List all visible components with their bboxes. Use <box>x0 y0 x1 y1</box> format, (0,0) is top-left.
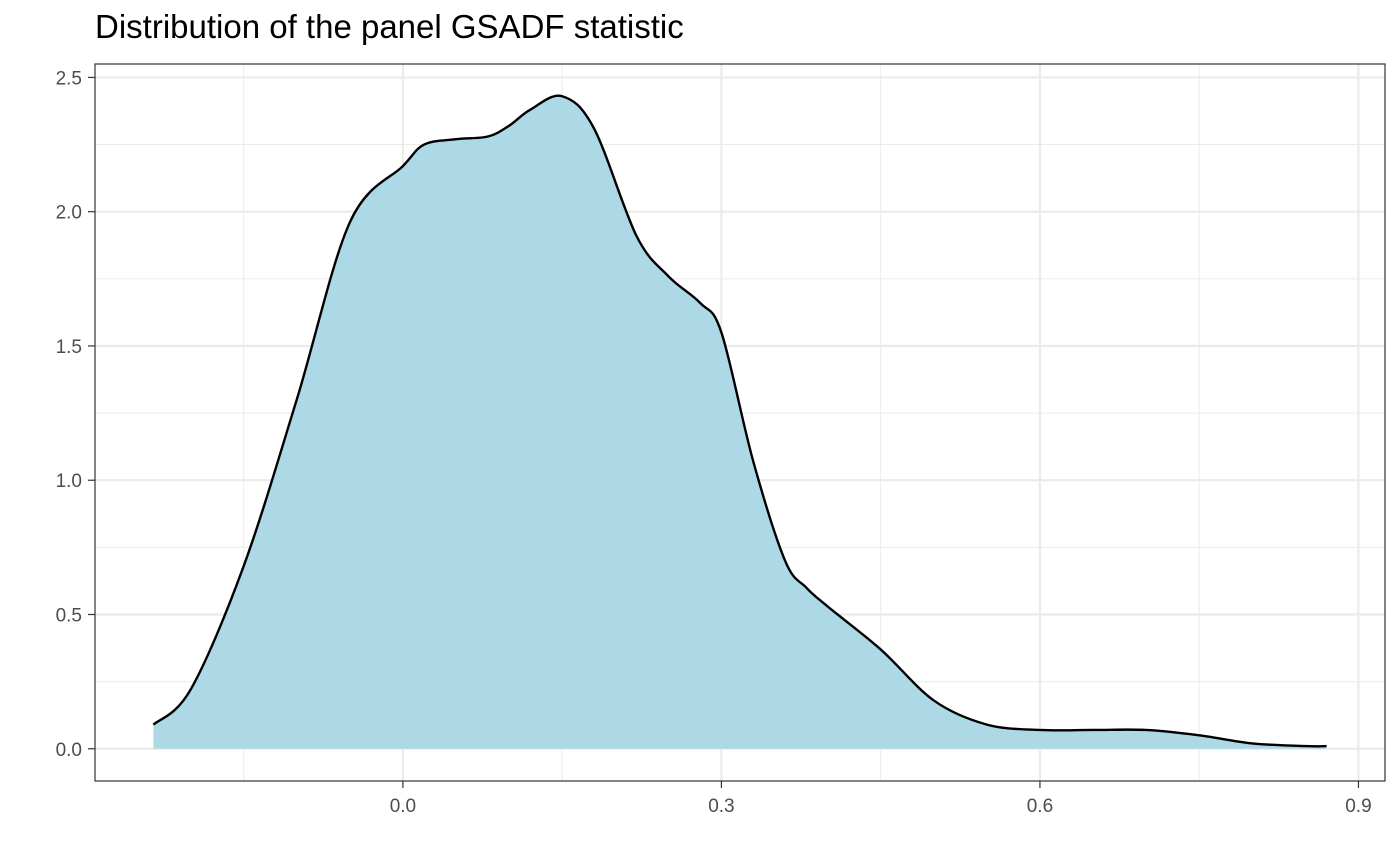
y-tick-label: 1.5 <box>56 337 82 358</box>
plot-panel-border <box>94 63 1386 782</box>
x-tick-label: 0.6 <box>1027 796 1053 817</box>
y-tick-label: 2.5 <box>56 68 82 89</box>
density-area <box>153 95 1327 749</box>
y-tick-label: 1.0 <box>56 471 82 492</box>
density-line <box>152 94 1327 748</box>
chart-title: Distribution of the panel GSADF statisti… <box>95 8 684 45</box>
x-axis: 0.0 0.3 0.6 0.9 <box>390 781 1372 817</box>
y-axis: 0.0 0.5 1.0 1.5 2.0 2.5 <box>56 68 95 761</box>
x-tick-label: 0.0 <box>390 796 416 817</box>
y-tick-label: 2.0 <box>56 203 82 224</box>
y-tick-label: 0.0 <box>56 740 82 761</box>
x-tick-label: 0.9 <box>1345 796 1371 817</box>
y-tick-label: 0.5 <box>56 606 82 627</box>
x-tick-label: 0.3 <box>708 796 734 817</box>
